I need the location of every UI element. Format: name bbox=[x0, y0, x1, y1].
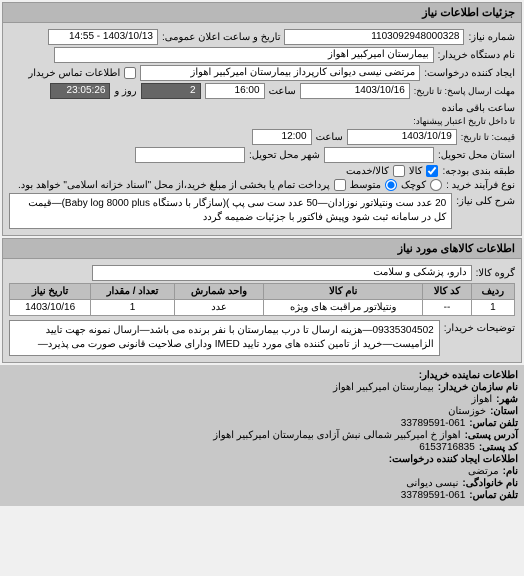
purchase-type-label: نوع فرآیند خرید : bbox=[446, 180, 515, 191]
th-4: تعداد / مقدار bbox=[91, 284, 175, 300]
th-5: تاریخ نیاز bbox=[10, 284, 91, 300]
hour-label-1: ساعت bbox=[269, 86, 296, 97]
price-until-time-field: 12:00 bbox=[252, 129, 312, 145]
deadline-time-field: 16:00 bbox=[205, 83, 265, 99]
goods-group-field: دارو، پزشکی و سلامت bbox=[92, 265, 472, 281]
c-lname-label: نام خانوادگی: bbox=[462, 478, 518, 489]
c-province-label: استان: bbox=[490, 406, 518, 417]
commodity-label: شرح کلی نیاز: bbox=[456, 196, 515, 207]
budget-opt2-checkbox[interactable] bbox=[393, 165, 405, 177]
creator-title: اطلاعات ایجاد کننده درخواست: bbox=[389, 454, 518, 465]
th-3: واحد شمارش bbox=[174, 284, 264, 300]
goods-body: گروه کالا: دارو، پزشکی و سلامت ردیف کد ک… bbox=[3, 259, 521, 362]
price-until-date-field: 1403/10/19 bbox=[347, 129, 457, 145]
row-budget: طبقه بندی بودجه: کالا کالا/خدمت bbox=[9, 165, 515, 177]
delivery-city-label: شهر محل تحویل: bbox=[249, 150, 320, 161]
contact-panel: اطلاعات نماینده خریدار: نام سازمان خریدا… bbox=[0, 365, 524, 506]
need-info-header: جزئیات اطلاعات نیاز bbox=[3, 3, 521, 23]
public-datetime-label: تاریخ و ساعت اعلان عمومی: bbox=[162, 32, 281, 43]
c-lname: نیسی دیوانی bbox=[406, 478, 458, 489]
goods-group-label: گروه کالا: bbox=[476, 268, 515, 279]
goods-table-header-row: ردیف کد کالا نام کالا واحد شمارش تعداد /… bbox=[10, 284, 515, 300]
row-buyer-notes: توضیحات خریدار: 09335304502—هزینه ارسال … bbox=[9, 320, 515, 356]
goods-header: اطلاعات کالاهای مورد نیاز bbox=[3, 239, 521, 259]
need-info-body: شماره نیاز: 1103092948000328 تاریخ و ساع… bbox=[3, 23, 521, 235]
request-no-label: شماره نیاز: bbox=[468, 32, 515, 43]
time-remain-field: 23:05:26 bbox=[50, 83, 110, 99]
days-label: روز و bbox=[114, 86, 136, 97]
goods-panel: اطلاعات کالاهای مورد نیاز گروه کالا: دار… bbox=[2, 238, 522, 363]
row-purchase-type: نوع فرآیند خرید : کوچک متوسط پرداخت تمام… bbox=[9, 179, 515, 191]
c-cphone-label: تلفن تماس: bbox=[469, 490, 518, 501]
c-address-label: آدرس پستی: bbox=[465, 430, 518, 441]
td-0: 1 bbox=[471, 300, 514, 316]
c-phone-label: تلفن تماس: bbox=[469, 418, 518, 429]
th-2: نام کالا bbox=[264, 284, 423, 300]
credit-label: تا داخل تاریخ اعتبار پیشنهاد: bbox=[413, 116, 515, 127]
requester-field: مرتضی نیسی دیوانی کارپرداز بیمارستان امی… bbox=[140, 65, 420, 81]
goods-table: ردیف کد کالا نام کالا واحد شمارش تعداد /… bbox=[9, 283, 515, 316]
th-1: کد کالا bbox=[423, 284, 472, 300]
buyer-org-field: بیمارستان امیرکبیر اهواز bbox=[54, 47, 434, 63]
budget-opt1-checkbox[interactable] bbox=[426, 165, 438, 177]
c-province: خوزستان bbox=[448, 406, 486, 417]
c-name-label: نام: bbox=[503, 466, 518, 477]
td-4: 1 bbox=[91, 300, 175, 316]
budget-opt2-label: کالا/خدمت bbox=[346, 166, 389, 177]
c-org: بیمارستان امیرکبیر اهواز bbox=[333, 382, 434, 393]
c-postal: 6153716835 bbox=[419, 442, 475, 453]
pt-full-label: پرداخت تمام یا بخشی از مبلغ خرید،از محل … bbox=[18, 180, 330, 191]
deadline-date-field: 1403/10/16 bbox=[300, 83, 410, 99]
c-cphone: 33789591-061 bbox=[401, 490, 466, 501]
need-info-panel: جزئیات اطلاعات نیاز شماره نیاز: 11030929… bbox=[2, 2, 522, 236]
row-delivery: استان محل تحویل: شهر محل تحویل: bbox=[9, 147, 515, 163]
days-remain-field: 2 bbox=[141, 83, 201, 99]
price-until-label: قیمت: تا تاریخ: bbox=[461, 132, 515, 143]
c-name: مرتضی bbox=[468, 466, 499, 477]
delivery-city-field bbox=[135, 147, 245, 163]
delivery-state-label: استان محل تحویل: bbox=[438, 150, 515, 161]
buyer-notes-text: 09335304502—هزینه ارسال تا درب بیمارستان… bbox=[9, 320, 440, 356]
commodity-text: 20 عدد ست ونتیلاتور نوزادان—50 عدد ست سی… bbox=[9, 193, 452, 229]
buyer-contact-checkbox[interactable] bbox=[124, 67, 136, 79]
buyer-org-label: نام دستگاه خریدار: bbox=[438, 50, 515, 61]
budget-class-label: طبقه بندی بودجه: bbox=[442, 166, 515, 177]
remain-label: ساعت باقی مانده bbox=[442, 103, 515, 114]
row-credit: تا داخل تاریخ اعتبار پیشنهاد: bbox=[9, 116, 515, 127]
c-address: اهواز خ امیرکبیر شمالی نبش آزادی بیمارست… bbox=[213, 430, 460, 441]
c-city-label: شهر: bbox=[496, 394, 518, 405]
pt-small-label: کوچک bbox=[401, 180, 426, 191]
pt-medium-radio[interactable] bbox=[385, 179, 397, 191]
row-price-until: قیمت: تا تاریخ: 1403/10/19 ساعت 12:00 bbox=[9, 129, 515, 145]
delivery-state-field bbox=[324, 147, 434, 163]
deadline-label: مهلت ارسال پاسخ: تا تاریخ: bbox=[414, 86, 515, 97]
contact-title: اطلاعات نماینده خریدار: bbox=[419, 370, 518, 381]
c-city: اهواز bbox=[471, 394, 492, 405]
row-buyer-org: نام دستگاه خریدار: بیمارستان امیرکبیر اه… bbox=[9, 47, 515, 63]
row-goods-group: گروه کالا: دارو، پزشکی و سلامت bbox=[9, 265, 515, 281]
td-3: عدد bbox=[174, 300, 264, 316]
td-5: 1403/10/16 bbox=[10, 300, 91, 316]
row-request-no: شماره نیاز: 1103092948000328 تاریخ و ساع… bbox=[9, 29, 515, 45]
public-datetime-field: 1403/10/13 - 14:55 bbox=[48, 29, 158, 45]
c-org-label: نام سازمان خریدار: bbox=[438, 382, 518, 393]
hour-label-2: ساعت bbox=[316, 132, 343, 143]
pt-medium-label: متوسط bbox=[350, 180, 381, 191]
buyer-contact-label: اطلاعات تماس خریدار bbox=[28, 68, 120, 79]
c-postal-label: کد پستی: bbox=[479, 442, 518, 453]
buyer-notes-label: توضیحات خریدار: bbox=[444, 323, 515, 334]
row-commodity: شرح کلی نیاز: 20 عدد ست ونتیلاتور نوزادا… bbox=[9, 193, 515, 229]
row-deadline: مهلت ارسال پاسخ: تا تاریخ: 1403/10/16 سا… bbox=[9, 83, 515, 114]
table-row: 1 -- ونتیلاتور مراقبت های ویژه عدد 1 140… bbox=[10, 300, 515, 316]
th-0: ردیف bbox=[471, 284, 514, 300]
c-phone: 33789591-061 bbox=[401, 418, 466, 429]
td-1: -- bbox=[423, 300, 472, 316]
requester-label: ایجاد کننده درخواست: bbox=[424, 68, 515, 79]
pt-small-radio[interactable] bbox=[430, 179, 442, 191]
budget-opt1-label: کالا bbox=[409, 166, 423, 177]
row-requester: ایجاد کننده درخواست: مرتضی نیسی دیوانی ک… bbox=[9, 65, 515, 81]
request-no-field: 1103092948000328 bbox=[284, 29, 464, 45]
pt-full-checkbox[interactable] bbox=[334, 179, 346, 191]
td-2: ونتیلاتور مراقبت های ویژه bbox=[264, 300, 423, 316]
